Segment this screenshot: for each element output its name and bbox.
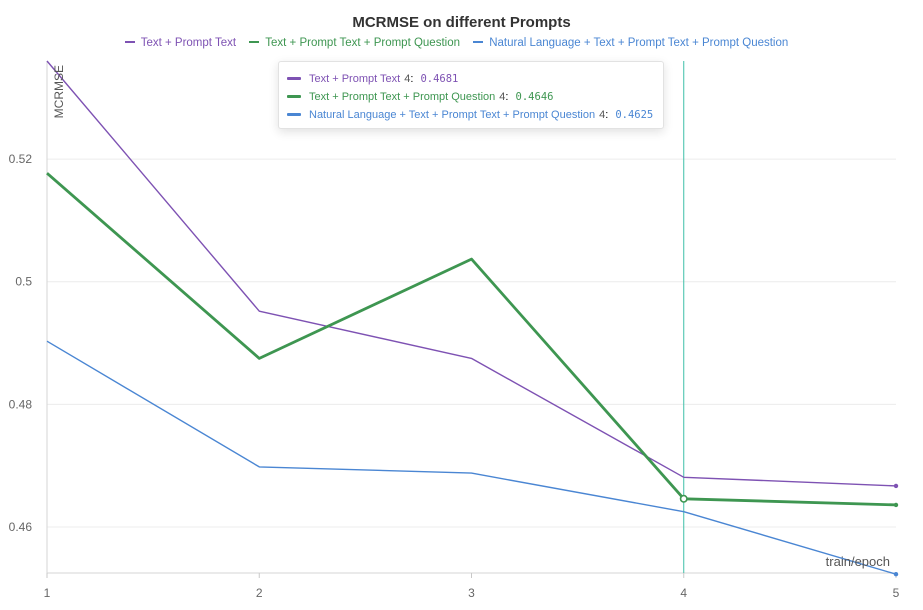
x-tick-label: 2 [256, 586, 263, 600]
series-end-point-1 [893, 502, 899, 508]
tooltip-swatch-icon [287, 112, 301, 116]
series-line-1 [46, 172, 897, 507]
tooltip-series-name: Natural Language + Text + Prompt Text + … [309, 109, 596, 121]
x-axis-label: train/epoch [826, 554, 890, 569]
tooltip-step: 4 [499, 91, 506, 103]
y-tick-label: 0.52 [9, 152, 33, 166]
series-end-point-0 [893, 483, 899, 489]
legend-swatch-icon [249, 40, 260, 43]
tooltip-series-name: Text + Prompt Text [309, 73, 401, 85]
tooltip-swatch-icon [287, 94, 301, 98]
tooltip-step: 4 [404, 73, 411, 85]
chart-title: MCRMSE on different Prompts [352, 14, 571, 31]
x-tick-label: 1 [44, 586, 51, 600]
tooltip-value: 0.4625 [615, 109, 654, 121]
axes: 0.46 0.48 0.5 0.52 1 2 3 4 5 [9, 61, 900, 600]
legend: Text + Prompt Text Text + Prompt Text + … [0, 37, 913, 49]
tooltip-row-series-0: Text + Prompt Text 4: 0.4681 [287, 70, 655, 88]
series-lines [46, 60, 899, 577]
legend-swatch-icon [124, 40, 135, 43]
tooltip-row-series-2: Natural Language + Text + Prompt Text + … [287, 106, 655, 124]
tooltip-swatch-icon [287, 76, 301, 80]
legend-swatch-icon [473, 40, 484, 43]
tooltip-row-series-1: Text + Prompt Text + Prompt Question 4: 0… [287, 88, 655, 106]
x-tick-label: 3 [468, 586, 475, 600]
y-tick-label: 0.5 [15, 275, 32, 289]
legend-label: Text + Prompt Text [140, 37, 237, 49]
y-axis-label: MCRMSE [52, 65, 66, 118]
x-tick-label: 4 [680, 586, 687, 600]
legend-item-series-0[interactable]: Text + Prompt Text [124, 37, 237, 49]
y-tick-label: 0.46 [9, 520, 33, 534]
legend-label: Text + Prompt Text + Prompt Question [265, 37, 460, 49]
tooltip-step: 4 [599, 109, 606, 121]
grid-lines [47, 158, 896, 528]
x-tick-label: 5 [893, 586, 900, 600]
tooltip-value: 0.4646 [515, 91, 554, 103]
hover-tooltip: Text + Prompt Text 4: 0.4681 Text + Promp… [278, 61, 664, 129]
legend-label: Natural Language + Text + Prompt Text + … [489, 37, 789, 49]
series-end-point-2 [893, 572, 899, 577]
y-tick-label: 0.48 [9, 397, 33, 411]
tooltip-value: 0.4681 [420, 73, 459, 85]
tooltip-series-name: Text + Prompt Text + Prompt Question [309, 91, 496, 103]
legend-item-series-1[interactable]: Text + Prompt Text + Prompt Question [249, 37, 460, 49]
hover-point-marker [679, 494, 688, 503]
series-line-2 [46, 340, 897, 575]
legend-item-series-2[interactable]: Natural Language + Text + Prompt Text + … [473, 37, 788, 49]
series-line-0 [46, 60, 897, 487]
